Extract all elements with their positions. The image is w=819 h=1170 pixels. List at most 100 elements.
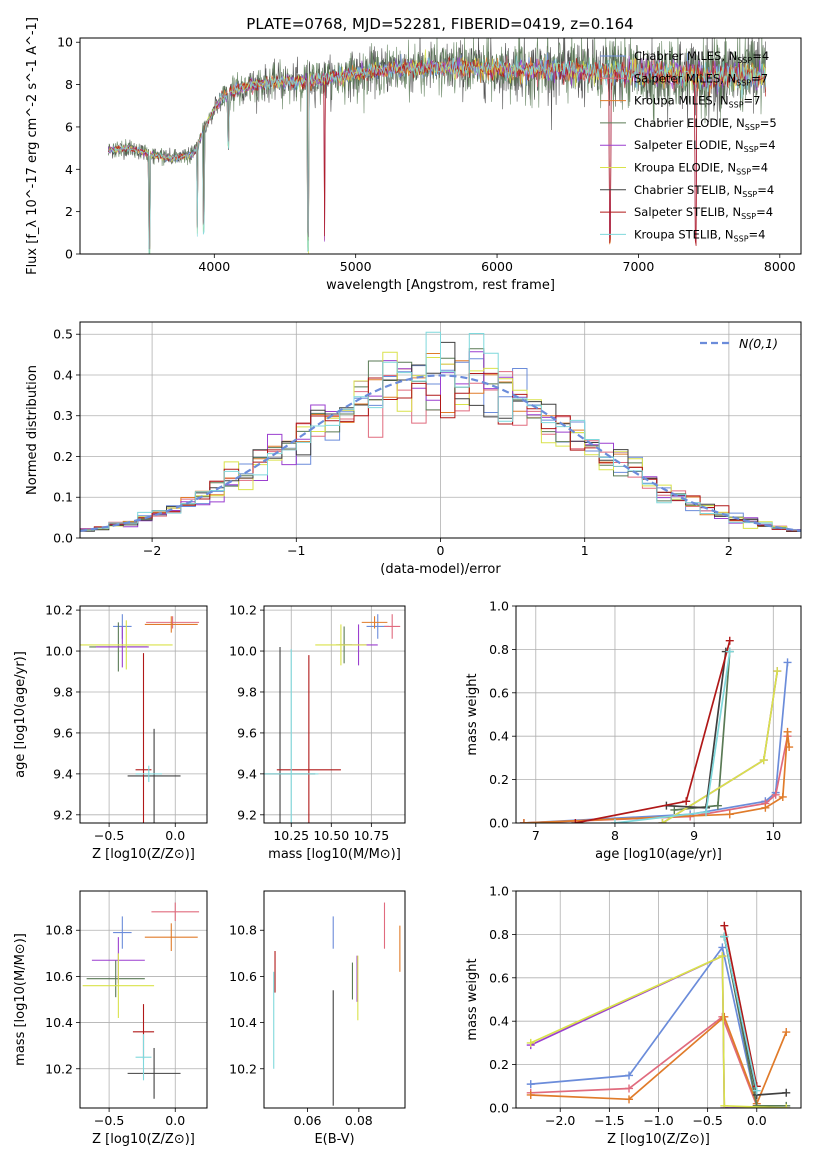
x-axis-label: Z [log10(Z/Z⊙)] xyxy=(607,1132,710,1147)
weight-marker-kroupa-miles xyxy=(725,810,734,819)
errorbar-chabrier-elodie xyxy=(86,960,145,998)
y-tick-label: 0.1 xyxy=(53,490,73,505)
x-tick-label: −2 xyxy=(143,543,161,558)
x-axis-label: Z [log10(Z/Z⊙)] xyxy=(92,1132,195,1147)
y-tick-label: 9.2 xyxy=(237,807,257,822)
weight-line-kroupa-elodie xyxy=(530,954,787,1108)
normal-curve xyxy=(80,374,801,532)
y-tick-label: 0.4 xyxy=(489,729,509,744)
weight-marker-kroupa-stelib xyxy=(725,647,734,656)
weight-marker-chabrier-miles xyxy=(718,943,727,952)
errorbar-chabrier-stelib xyxy=(127,728,181,823)
legend-nssp: =5 xyxy=(760,116,777,130)
weight-marker-kroupa-miles xyxy=(782,1028,791,1037)
legend-subscript: SSP xyxy=(737,56,752,65)
legend-label-salpeter-stelib: Salpeter STELIB, NSSP=4 xyxy=(634,205,773,221)
errorbar-chabrier-stelib xyxy=(127,1047,181,1099)
axes-frame xyxy=(515,605,802,824)
weight-marker-kroupa-elodie xyxy=(782,1104,791,1108)
weight-marker-kroupa-miles xyxy=(778,792,787,801)
weight-line-salpeter-miles xyxy=(530,1015,758,1107)
legend-label-salpeter-elodie: Salpeter ELODIE, NSSP=4 xyxy=(634,138,776,154)
x-tick-label: 0.0 xyxy=(165,828,185,843)
errorbar-kroupa-miles xyxy=(144,616,198,633)
errorbar-kroupa-elodie xyxy=(315,624,367,666)
legend-subscript: SSP xyxy=(734,234,749,243)
errorbar-kroupa-elodie xyxy=(80,620,173,670)
x-axis-label: mass [log10(M/M⊙)] xyxy=(268,847,401,862)
weight-marker-salpeter-stelib xyxy=(682,797,691,806)
y-tick-label: 9.4 xyxy=(53,766,73,781)
figure-title: PLATE=0768, MJD=52281, FIBERID=0419, z=0… xyxy=(246,15,633,33)
x-tick-label: 2 xyxy=(725,543,733,558)
weight-marker-kroupa-stelib xyxy=(752,1086,761,1095)
legend-subscript: SSP xyxy=(745,123,760,132)
errorbar-chabrier-miles xyxy=(113,916,132,949)
errorbar-kroupa-stelib xyxy=(264,648,319,823)
panel-age-vs-mass: 10.25 10.50 10.75 9.2 9.4 9.6 9.8 10.0 10.2 mass … xyxy=(229,603,406,862)
y-tick-label: 10.8 xyxy=(45,923,73,938)
y-axis-label: mass weight xyxy=(465,958,480,1040)
weight-marker-kroupa-miles xyxy=(720,1012,729,1021)
x-axis-label: Z [log10(Z/Z⊙)] xyxy=(92,847,195,862)
weight-marker-kroupa-elodie xyxy=(526,1038,535,1047)
legend-nssp: =7 xyxy=(751,71,768,85)
legend-label-salpeter-miles: Salpeter MILES, NSSP=7 xyxy=(634,71,768,87)
weight-marker-kroupa-stelib xyxy=(610,819,619,823)
y-tick-label: 6 xyxy=(65,119,73,134)
x-tick-label: −1.5 xyxy=(594,1113,624,1128)
panel-age-vs-z: −0.5 0.0 9.2 9.4 9.6 9.8 10.0 10.2 Z [log10(Z/Z⊙… xyxy=(13,603,208,862)
legend-nssp: =7 xyxy=(744,94,761,108)
y-tick-label: 2 xyxy=(65,204,73,219)
legend-subscript: SSP xyxy=(742,190,757,199)
weight-line-salpeter-stelib xyxy=(723,925,758,1087)
y-tick-label: 0.4 xyxy=(53,367,73,382)
weight-marker-kroupa-stelib xyxy=(720,932,729,941)
x-axis-label: (data-model)/error xyxy=(380,562,501,577)
y-tick-label: 9.2 xyxy=(53,807,73,822)
weight-marker-kroupa-elodie xyxy=(658,819,667,823)
weight-marker-kroupa-miles xyxy=(526,1090,535,1099)
y-tick-label: 8 xyxy=(65,77,73,92)
y-tick-label: 10.0 xyxy=(45,644,73,659)
x-tick-label: 5000 xyxy=(340,259,372,274)
legend-nssp: =4 xyxy=(751,161,768,175)
axes-frame xyxy=(263,605,406,824)
weight-marker-chabrier-elodie xyxy=(752,1101,761,1108)
legend-label-chabrier-elodie: Chabrier ELODIE, NSSP=5 xyxy=(634,116,777,132)
weight-marker-chabrier-elodie xyxy=(670,805,679,814)
weight-marker-salpeter-miles xyxy=(625,1084,634,1093)
legend-label-kroupa-elodie: Kroupa ELODIE, NSSP=4 xyxy=(634,161,768,177)
weight-marker-kroupa-elodie xyxy=(759,756,768,765)
y-tick-label: 10.0 xyxy=(229,644,257,659)
panel-mass-vs-ebv: 0.06 0.08 10.2 10.4 10.6 10.8 E(B-V) xyxy=(229,890,406,1147)
weight-marker-salpeter-miles xyxy=(771,790,780,799)
errorbar-salpeter-elodie xyxy=(95,626,149,668)
plot-area xyxy=(107,38,767,254)
y-tick-label: 10.4 xyxy=(229,1015,257,1030)
x-tick-label: 4000 xyxy=(198,259,230,274)
y-tick-label: 0.0 xyxy=(53,531,73,546)
legend-nssp: =4 xyxy=(759,138,776,152)
panel-weights-vs-z: −2.0 −1.5 −1.0 −0.5 0.0 0.0 0.2 0.4 0.6 0.8 1.0 Z [… xyxy=(465,884,802,1147)
x-tick-label: 0.06 xyxy=(294,1113,322,1128)
x-axis-label: wavelength [Angstrom, rest frame] xyxy=(326,278,555,293)
errorbar-kroupa-elodie xyxy=(82,953,155,1018)
x-tick-label: 0.08 xyxy=(345,1113,373,1128)
y-axis-label: mass weight xyxy=(465,673,480,755)
legend-subscript: SSP xyxy=(741,212,756,221)
legend-label-chabrier-miles: Chabrier MILES, NSSP=4 xyxy=(634,49,769,65)
y-tick-label: 0.3 xyxy=(53,408,73,423)
plot-area xyxy=(273,902,401,1106)
weight-marker-chabrier-miles xyxy=(783,658,792,667)
y-tick-label: 10.2 xyxy=(45,603,73,618)
y-tick-label: 0.2 xyxy=(489,1057,509,1072)
plot-area xyxy=(80,331,801,534)
x-tick-label: 0.0 xyxy=(747,1113,767,1128)
weight-marker-kroupa-miles xyxy=(785,743,794,752)
errorbar-kroupa-miles xyxy=(361,616,388,629)
y-tick-label: 0.5 xyxy=(53,327,73,342)
x-tick-label: −0.5 xyxy=(94,1113,124,1128)
x-tick-label: 10.75 xyxy=(353,828,389,843)
panel-weights-vs-age: 7 8 9 10 0.0 0.2 0.4 0.6 0.8 1.0 age [log10(age/yr… xyxy=(465,599,802,862)
